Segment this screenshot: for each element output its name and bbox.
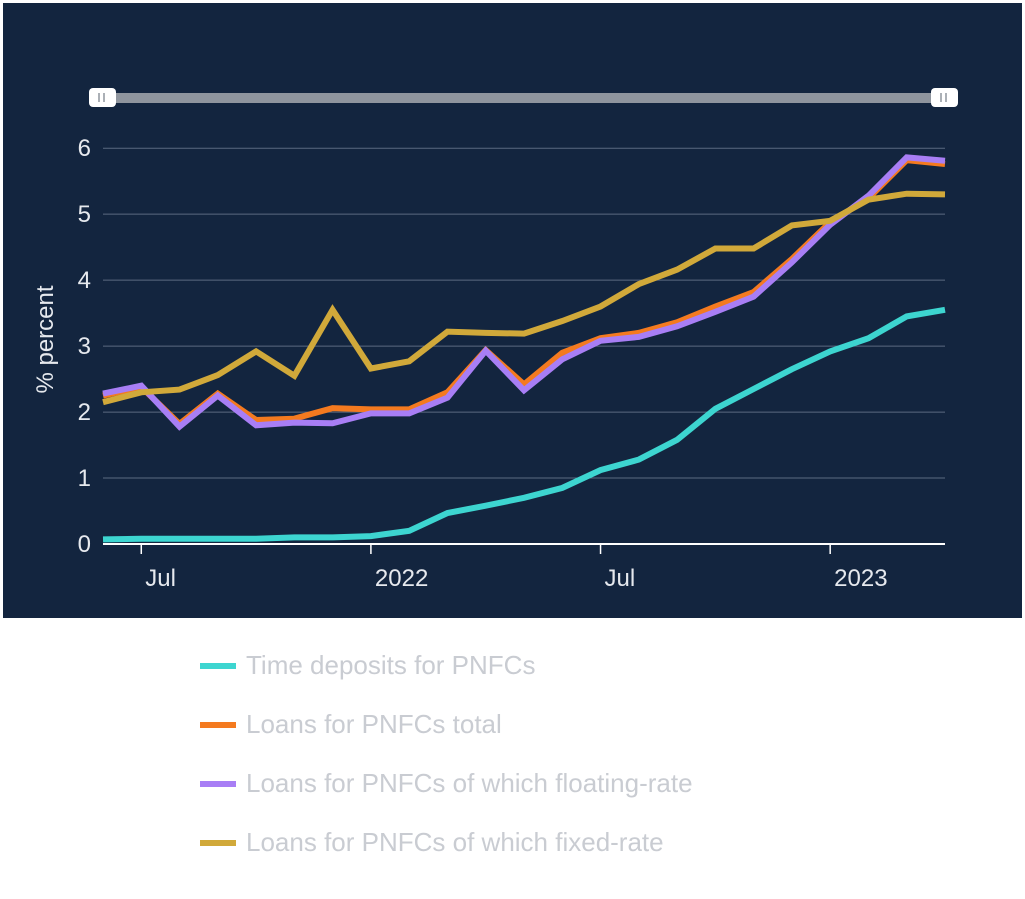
legend-item[interactable]: Time deposits for PNFCs xyxy=(200,636,693,695)
y-tick-label: 0 xyxy=(78,531,91,558)
series-line-loans-for-pnfcs-of-which-fixed-rate xyxy=(102,190,946,406)
range-selector-track[interactable] xyxy=(101,93,958,103)
line-chart: 0 1 2 3 4 5 6 % percent Jul 2022 Jul 2023 xyxy=(32,88,958,592)
legend-label: Loans for PNFCs of which fixed-rate xyxy=(246,827,664,857)
range-handle-right[interactable] xyxy=(931,88,958,107)
legend: Time deposits for PNFCs Loans for PNFCs t… xyxy=(200,636,693,872)
legend-swatch xyxy=(200,780,236,787)
series-line-time-deposits-for-pnfcs xyxy=(102,306,946,543)
x-tick-label: Jul xyxy=(605,565,636,592)
legend-label: Time deposits for PNFCs xyxy=(246,650,536,680)
y-tick-label: 2 xyxy=(78,399,91,426)
legend-label: Loans for PNFCs of which floating-rate xyxy=(246,768,693,798)
y-tick-label: 5 xyxy=(78,201,91,228)
y-tick-label: 1 xyxy=(78,465,91,492)
x-axis: Jul 2022 Jul 2023 xyxy=(140,544,888,592)
gridlines xyxy=(103,147,945,479)
range-handle-left[interactable] xyxy=(89,88,116,107)
series-line-loans-for-pnfcs-of-which-floating-rate xyxy=(102,154,946,431)
legend-label: Loans for PNFCs total xyxy=(246,709,502,739)
legend-item[interactable]: Loans for PNFCs of which fixed-rate xyxy=(200,813,693,872)
y-axis-title: % percent xyxy=(32,285,59,393)
y-tick-label: 3 xyxy=(78,333,91,360)
series-line-loans-for-pnfcs-total xyxy=(102,156,946,428)
x-tick-label: Jul xyxy=(145,565,176,592)
y-axis: 0 1 2 3 4 5 6 xyxy=(78,135,91,558)
x-tick-label: 2023 xyxy=(834,565,887,592)
x-tick-label: 2022 xyxy=(375,565,428,592)
range-selector[interactable] xyxy=(89,88,958,107)
y-tick-label: 4 xyxy=(78,267,91,294)
chart-panel: 0 1 2 3 4 5 6 % percent Jul 2022 Jul 2023 xyxy=(3,3,1022,618)
legend-swatch xyxy=(200,662,236,669)
legend-swatch xyxy=(200,839,236,846)
series-lines xyxy=(102,154,946,543)
legend-item[interactable]: Loans for PNFCs total xyxy=(200,695,693,754)
legend-item[interactable]: Loans for PNFCs of which floating-rate xyxy=(200,754,693,813)
y-tick-label: 6 xyxy=(78,135,91,162)
legend-swatch xyxy=(200,721,236,728)
